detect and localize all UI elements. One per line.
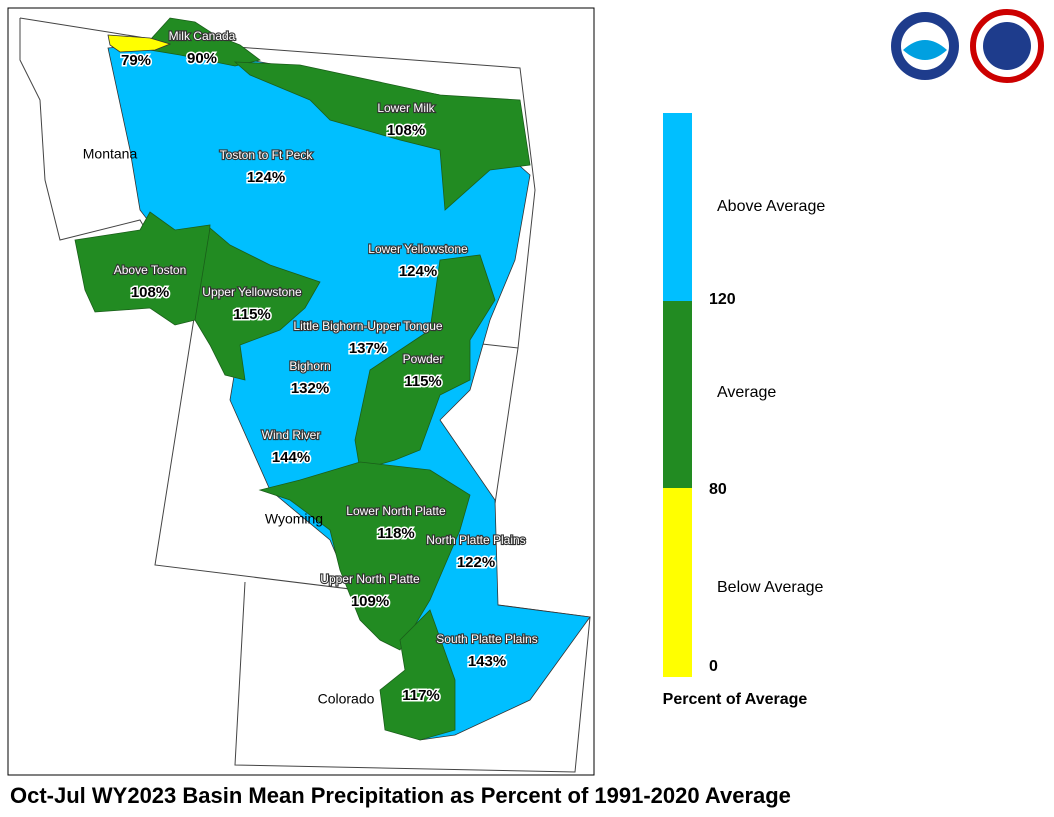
legend-break: 0 — [709, 658, 718, 675]
basin-name: South Platte Plains — [436, 632, 537, 646]
basin-name: North Platte Plains — [426, 533, 525, 547]
basin-name: Wind River — [262, 428, 321, 442]
basin-value: 118% — [377, 525, 415, 542]
basin-value: 122% — [457, 554, 495, 571]
state-label: Wyoming — [265, 511, 323, 527]
basin-value: 132% — [291, 380, 329, 397]
basin-value: 124% — [399, 263, 437, 280]
basin-value: 115% — [233, 306, 271, 323]
basin-name: Upper North Platte — [320, 572, 420, 586]
basin-value: 115% — [404, 373, 442, 390]
basin-name: Lower Milk — [377, 101, 435, 115]
basin-below — [107, 34, 172, 53]
legend: Above Average Average Below Average 120 … — [663, 113, 825, 708]
basin-name: Toston to Ft Peck — [220, 148, 314, 162]
map-title: Oct-Jul WY2023 Basin Mean Precipitation … — [10, 783, 791, 808]
state-label: Colorado — [318, 691, 375, 707]
state-label: Montana — [83, 146, 138, 162]
basin-value: 108% — [131, 284, 169, 301]
basin-value: 108% — [387, 122, 425, 139]
basin-name: Lower North Platte — [346, 504, 446, 518]
basin-value: 79% — [121, 52, 151, 69]
legend-break: 80 — [709, 481, 727, 498]
basin-name: Milk Canada — [169, 29, 236, 43]
basin-name: Above Toston — [114, 263, 187, 277]
basins-average — [74, 17, 531, 741]
basin-name: Bighorn — [289, 359, 330, 373]
legend-break: 120 — [709, 291, 736, 308]
legend-label: Below Average — [717, 579, 824, 596]
basin-value: 109% — [351, 593, 389, 610]
legend-label: Above Average — [717, 198, 825, 215]
basin-value: 117% — [402, 687, 440, 704]
basin-value: 143% — [468, 653, 506, 670]
legend-label: Average — [717, 384, 776, 401]
basin-value: 124% — [247, 169, 285, 186]
basin-value: 90% — [187, 50, 217, 67]
basin-name: Powder — [403, 352, 444, 366]
legend-swatch — [663, 301, 692, 488]
basin-name: Upper Yellowstone — [202, 285, 302, 299]
basin-name: Lower Yellowstone — [368, 242, 468, 256]
legend-swatch — [663, 488, 692, 677]
legend-swatch — [663, 113, 692, 301]
basin-value: 144% — [272, 449, 310, 466]
basin-name: Little Bighorn-Upper Tongue — [293, 319, 443, 333]
logos — [891, 9, 1044, 83]
basin-value: 137% — [349, 340, 387, 357]
legend-title: Percent of Average — [663, 691, 808, 708]
basin-above — [107, 41, 591, 741]
